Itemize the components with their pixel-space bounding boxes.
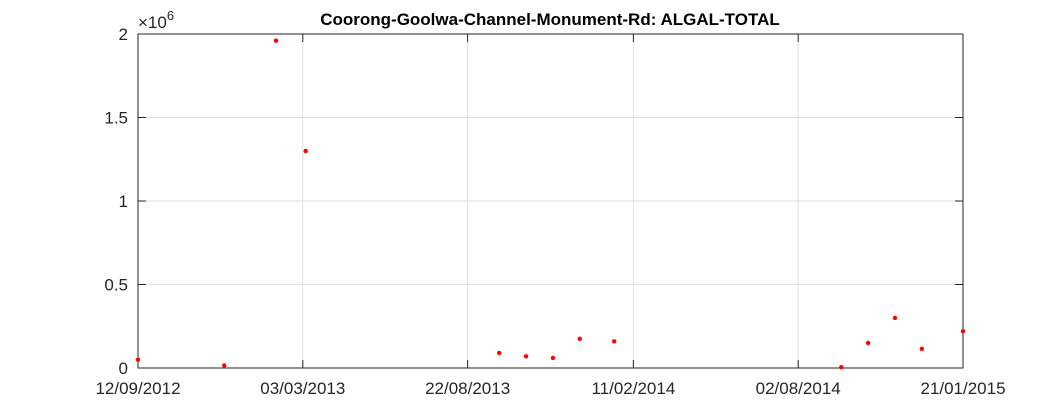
data-point xyxy=(135,357,141,362)
data-point xyxy=(960,329,966,334)
data-point xyxy=(523,354,529,359)
x-tick-label: 02/08/2014 xyxy=(756,379,841,398)
y-exponent-base: ×10 xyxy=(138,13,167,32)
y-tick-label: 0 xyxy=(119,359,128,378)
x-tick-label: 22/08/2013 xyxy=(425,379,510,398)
data-point xyxy=(577,336,582,341)
data-point xyxy=(865,340,871,346)
y-tick-label: 2 xyxy=(119,25,128,44)
data-point xyxy=(303,148,308,154)
y-tick-label: 0.5 xyxy=(104,276,128,295)
data-point xyxy=(612,339,617,344)
y-exponent-power: 6 xyxy=(167,8,174,23)
x-tick-label: 11/02/2014 xyxy=(591,379,675,398)
axis-ticks xyxy=(137,33,964,369)
chart-title: Coorong-Goolwa-Channel-Monument-Rd: ALGA… xyxy=(320,10,780,29)
data-point xyxy=(892,315,898,321)
y-exponent-label: ×106 xyxy=(138,8,174,32)
x-tick-labels: 12/09/2012 03/03/2013 22/08/2013 11/02/2014… xyxy=(95,379,1005,398)
data-point xyxy=(497,350,502,356)
data-point xyxy=(222,363,227,368)
x-tick-label: 12/09/2012 xyxy=(95,379,180,398)
y-tick-label: 1.5 xyxy=(104,109,128,128)
data-point xyxy=(550,355,556,361)
data-point xyxy=(919,346,924,351)
y-tick-labels: 0 0.5 1 1.5 2 xyxy=(104,25,128,378)
x-tick-label: 21/01/2015 xyxy=(920,379,1005,398)
data-points xyxy=(135,38,966,370)
y-tick-label: 1 xyxy=(119,192,128,211)
data-point xyxy=(839,364,844,370)
x-tick-label: 03/03/2013 xyxy=(260,379,345,398)
data-point xyxy=(273,38,279,43)
